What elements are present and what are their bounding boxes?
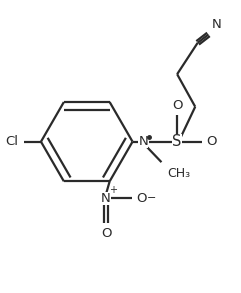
Text: Cl: Cl: [5, 135, 18, 148]
Text: +: +: [109, 185, 117, 195]
Text: N: N: [139, 135, 148, 148]
Text: O: O: [206, 135, 217, 148]
Text: N: N: [212, 18, 222, 31]
Text: CH₃: CH₃: [167, 167, 191, 180]
Text: O: O: [101, 227, 111, 240]
Text: O: O: [136, 192, 147, 205]
Text: −: −: [147, 193, 156, 202]
Text: S: S: [173, 134, 182, 149]
Text: O: O: [172, 98, 182, 112]
Text: N: N: [101, 192, 111, 205]
